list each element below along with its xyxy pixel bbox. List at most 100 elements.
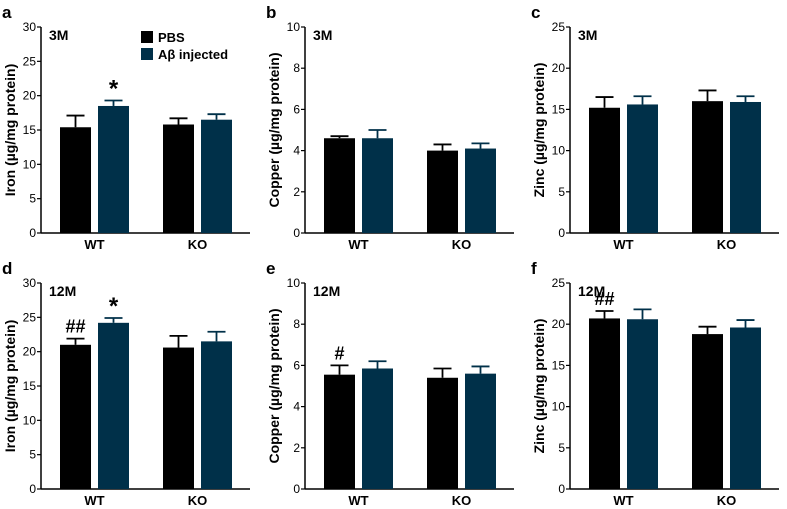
bar-b-WT-abeta bbox=[362, 138, 393, 233]
y-tick-label: 8 bbox=[293, 317, 300, 331]
bar-a-KO-abeta bbox=[201, 119, 232, 233]
y-tick-label: 10 bbox=[552, 400, 566, 414]
y-tick-label: 0 bbox=[558, 226, 565, 240]
y-tick-label: 30 bbox=[23, 276, 37, 290]
y-tick-label: 2 bbox=[293, 441, 300, 455]
x-tick-label: WT bbox=[613, 493, 633, 508]
x-tick-label: WT bbox=[348, 237, 368, 252]
y-tick-label: 15 bbox=[23, 123, 37, 137]
x-tick-label: KO bbox=[452, 237, 472, 252]
y-tick-label: 5 bbox=[29, 448, 36, 462]
panel-f: f 0 5 10 15 20 25 Zinc (µg/mg protein) 12M WT ## KO bbox=[531, 259, 779, 508]
legend-label: PBS bbox=[158, 30, 185, 45]
y-tick-label: 15 bbox=[552, 102, 566, 116]
y-tick-label: 2 bbox=[293, 185, 300, 199]
y-tick-label: 0 bbox=[29, 482, 36, 496]
x-tick-label: KO bbox=[717, 237, 737, 252]
legend-swatch bbox=[141, 31, 153, 43]
bar-e-KO-pbs bbox=[427, 377, 458, 489]
bar-d-WT-pbs bbox=[60, 344, 91, 489]
significance-marker: # bbox=[334, 343, 344, 363]
y-tick-label: 4 bbox=[293, 400, 300, 414]
bar-f-KO-pbs bbox=[692, 334, 723, 489]
bar-e-KO-abeta bbox=[465, 373, 496, 489]
significance-marker: * bbox=[109, 75, 119, 102]
bar-f-WT-abeta bbox=[627, 319, 658, 489]
y-tick-label: 25 bbox=[552, 276, 566, 290]
x-tick-label: KO bbox=[717, 493, 737, 508]
bar-a-WT-abeta bbox=[98, 105, 129, 233]
y-tick-label: 0 bbox=[293, 482, 300, 496]
significance-marker: ## bbox=[65, 317, 85, 337]
y-tick-label: 25 bbox=[23, 54, 37, 68]
y-tick-label: 10 bbox=[287, 20, 301, 34]
x-tick-label: KO bbox=[452, 493, 472, 508]
bar-c-WT-pbs bbox=[589, 107, 620, 233]
panel-a: a 0 5 10 15 20 25 30 Iron (µg/mg protein) 3M WT * KO… bbox=[2, 3, 250, 252]
significance-marker: ## bbox=[594, 289, 614, 309]
y-tick-label: 15 bbox=[23, 379, 37, 393]
y-tick-label: 20 bbox=[23, 345, 37, 359]
y-tick-label: 10 bbox=[552, 144, 566, 158]
bar-a-WT-pbs bbox=[60, 127, 91, 233]
y-tick-label: 5 bbox=[558, 441, 565, 455]
bar-d-KO-abeta bbox=[201, 341, 232, 489]
bar-c-WT-abeta bbox=[627, 104, 658, 234]
x-tick-label: KO bbox=[188, 237, 208, 252]
panel-letter: c bbox=[531, 3, 540, 22]
panel-tag: 3M bbox=[578, 27, 597, 43]
panel-d: d 0 5 10 15 20 25 30 Iron (µg/mg protein) 12M WT ##… bbox=[2, 259, 250, 508]
panel-c: c 0 5 10 15 20 25 Zinc (µg/mg protein) 3M WT KO bbox=[531, 3, 779, 252]
y-tick-label: 20 bbox=[23, 89, 37, 103]
y-tick-label: 25 bbox=[552, 20, 566, 34]
y-tick-label: 30 bbox=[23, 20, 37, 34]
y-tick-label: 25 bbox=[23, 310, 37, 324]
y-tick-label: 0 bbox=[293, 226, 300, 240]
y-axis-label: Iron (µg/mg protein) bbox=[2, 64, 18, 197]
panel-letter: b bbox=[266, 3, 276, 22]
y-axis-label: Iron (µg/mg protein) bbox=[2, 320, 18, 453]
panel-e: e 0 2 4 6 8 10 Copper (µg/mg protein) 12M WT # KO bbox=[266, 259, 514, 508]
panel-tag: 12M bbox=[313, 283, 340, 299]
x-tick-label: KO bbox=[188, 493, 208, 508]
significance-marker: * bbox=[109, 293, 119, 320]
y-axis-label: Copper (µg/mg protein) bbox=[266, 308, 282, 463]
y-tick-label: 0 bbox=[558, 482, 565, 496]
y-tick-label: 10 bbox=[287, 276, 301, 290]
bar-a-KO-pbs bbox=[163, 124, 194, 233]
y-axis-label: Copper (µg/mg protein) bbox=[266, 52, 282, 207]
legend-label: Aβ injected bbox=[158, 47, 228, 62]
panel-letter: f bbox=[531, 259, 537, 278]
y-axis-label: Zinc (µg/mg protein) bbox=[531, 63, 547, 198]
panel-tag: 12M bbox=[49, 283, 76, 299]
panel-tag: 12M bbox=[578, 283, 605, 299]
y-axis-label: Zinc (µg/mg protein) bbox=[531, 319, 547, 454]
y-tick-label: 5 bbox=[29, 192, 36, 206]
bar-c-KO-pbs bbox=[692, 101, 723, 233]
bar-b-KO-pbs bbox=[427, 150, 458, 233]
bar-f-KO-abeta bbox=[730, 327, 761, 489]
panel-letter: a bbox=[2, 3, 12, 22]
legend-swatch bbox=[141, 48, 153, 60]
y-tick-label: 10 bbox=[23, 413, 37, 427]
bar-c-KO-abeta bbox=[730, 101, 761, 233]
panel-tag: 3M bbox=[313, 27, 332, 43]
y-tick-label: 0 bbox=[29, 226, 36, 240]
x-tick-label: WT bbox=[84, 237, 104, 252]
panel-letter: e bbox=[266, 259, 275, 278]
panel-b: b 0 2 4 6 8 10 Copper (µg/mg protein) 3M WT KO bbox=[266, 3, 514, 252]
y-tick-label: 6 bbox=[293, 358, 300, 372]
y-tick-label: 4 bbox=[293, 144, 300, 158]
y-tick-label: 15 bbox=[552, 358, 566, 372]
y-tick-label: 6 bbox=[293, 102, 300, 116]
y-tick-label: 10 bbox=[23, 157, 37, 171]
y-tick-label: 20 bbox=[552, 317, 566, 331]
x-tick-label: WT bbox=[348, 493, 368, 508]
y-tick-label: 5 bbox=[558, 185, 565, 199]
bar-d-WT-abeta bbox=[98, 322, 129, 489]
bar-e-WT-pbs bbox=[324, 374, 355, 489]
panel-letter: d bbox=[2, 259, 12, 278]
bar-b-WT-pbs bbox=[324, 138, 355, 233]
bar-f-WT-pbs bbox=[589, 318, 620, 489]
